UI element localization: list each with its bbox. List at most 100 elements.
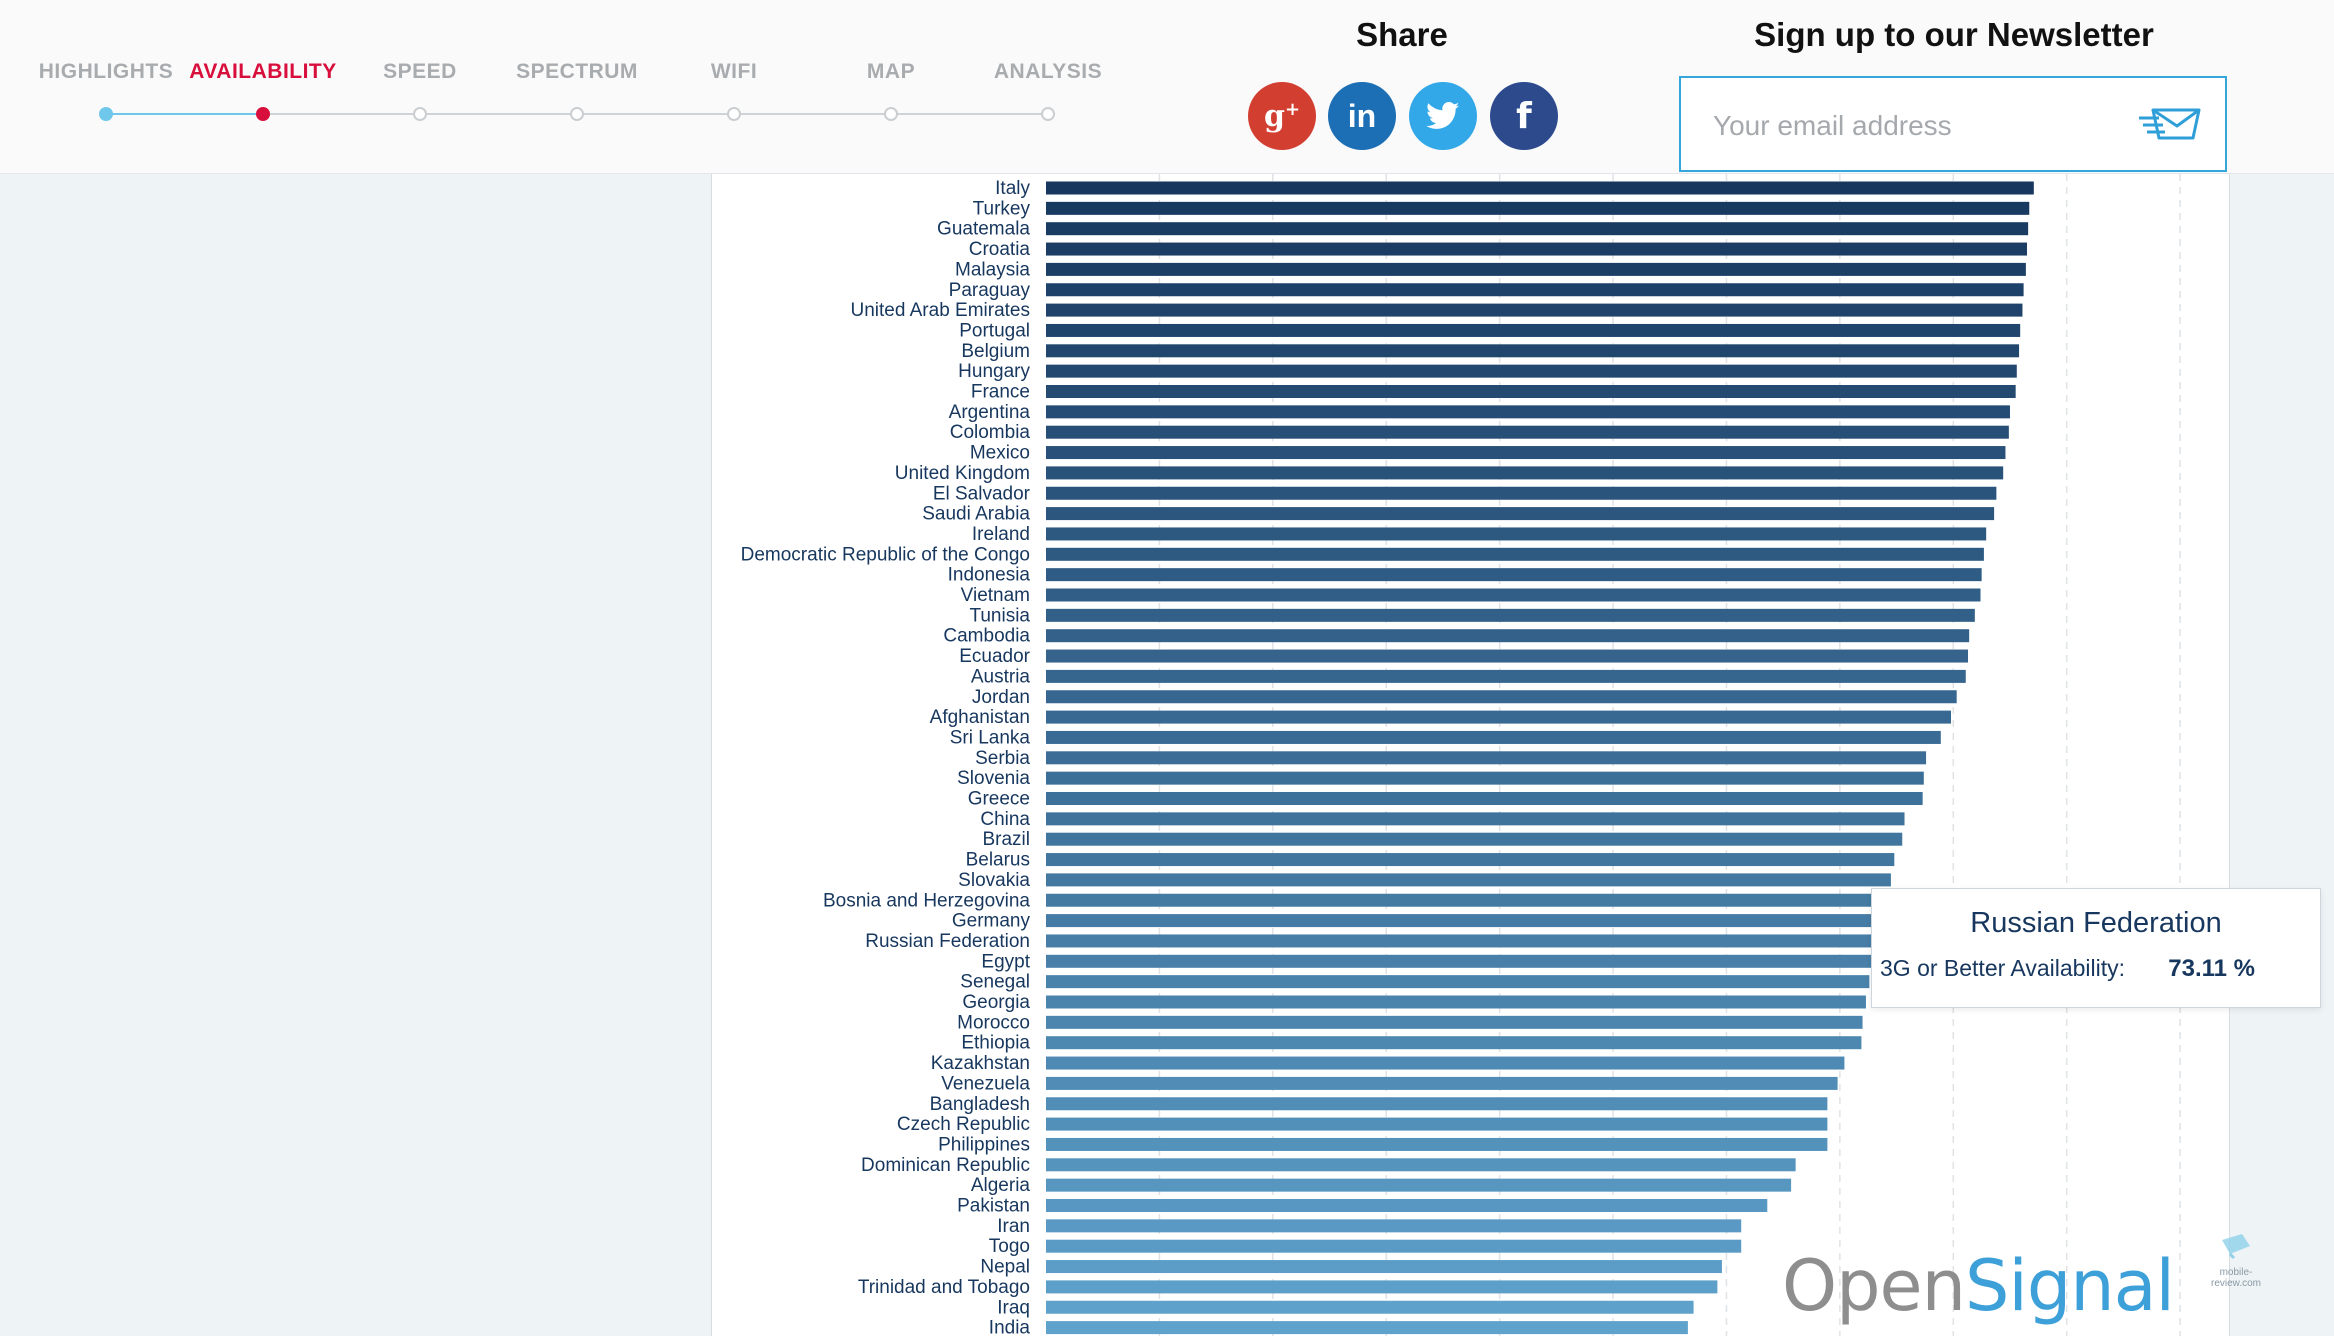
category-label: Senegal bbox=[960, 972, 1030, 993]
bar[interactable] bbox=[1046, 669, 1966, 683]
bar[interactable] bbox=[1046, 812, 1905, 826]
send-mail-icon[interactable] bbox=[2139, 106, 2203, 142]
bar[interactable] bbox=[1046, 466, 2004, 480]
bar[interactable] bbox=[1046, 242, 2027, 256]
bar[interactable] bbox=[1046, 201, 2030, 215]
bar[interactable] bbox=[1046, 1199, 1768, 1212]
category-label: Jordan bbox=[972, 687, 1030, 708]
category-label: Hungary bbox=[958, 361, 1030, 382]
email-input[interactable] bbox=[1711, 100, 2135, 152]
nav-dot-map[interactable] bbox=[884, 107, 898, 121]
bar[interactable] bbox=[1046, 1178, 1792, 1192]
bar[interactable] bbox=[1046, 1036, 1862, 1050]
bar[interactable] bbox=[1046, 1015, 1863, 1029]
bar[interactable] bbox=[1046, 262, 2026, 276]
bar[interactable] bbox=[1046, 608, 1975, 622]
category-label: Tunisia bbox=[969, 605, 1030, 626]
bar[interactable] bbox=[1046, 222, 2029, 236]
category-label: Russian Federation bbox=[865, 931, 1030, 952]
bar[interactable] bbox=[1046, 1158, 1796, 1172]
bar[interactable] bbox=[1046, 527, 1987, 541]
facebook-share-button[interactable]: f bbox=[1490, 82, 1558, 150]
bar[interactable] bbox=[1046, 629, 1970, 643]
bar[interactable] bbox=[1046, 1056, 1845, 1070]
nav-tab-analysis[interactable]: ANALYSIS bbox=[993, 60, 1103, 83]
bar[interactable] bbox=[1046, 914, 1877, 928]
linkedin-share-button[interactable]: in bbox=[1328, 82, 1396, 150]
nav-dot-speed[interactable] bbox=[413, 107, 427, 121]
bar[interactable] bbox=[1046, 1117, 1828, 1131]
bar[interactable] bbox=[1046, 710, 1952, 724]
nav-dot-highlights[interactable] bbox=[99, 107, 113, 121]
bar[interactable] bbox=[1046, 303, 2023, 317]
bar[interactable] bbox=[1046, 507, 1995, 521]
watermark: mobile-review.com bbox=[2196, 1230, 2276, 1289]
bar[interactable] bbox=[1046, 751, 1927, 765]
nav-dot-spectrum[interactable] bbox=[570, 107, 584, 121]
bar[interactable] bbox=[1046, 283, 2024, 297]
bar[interactable] bbox=[1046, 954, 1872, 968]
bar[interactable] bbox=[1046, 588, 1981, 602]
bar[interactable] bbox=[1046, 1239, 1742, 1253]
bar[interactable] bbox=[1046, 1076, 1838, 1090]
category-label: Cambodia bbox=[943, 626, 1030, 647]
bar[interactable] bbox=[1046, 486, 1997, 500]
bar[interactable] bbox=[1046, 425, 2009, 439]
category-label: Sri Lanka bbox=[950, 727, 1031, 748]
bar[interactable] bbox=[1046, 405, 2010, 419]
nav-dot-wifi[interactable] bbox=[727, 107, 741, 121]
bar[interactable] bbox=[1046, 792, 1923, 805]
category-label: Serbia bbox=[975, 748, 1030, 769]
nav-tab-spectrum[interactable]: SPECTRUM bbox=[516, 60, 638, 83]
category-label: Colombia bbox=[950, 422, 1031, 443]
nav-dot-analysis[interactable] bbox=[1041, 107, 1055, 121]
bar[interactable] bbox=[1046, 730, 1941, 744]
bar[interactable] bbox=[1046, 181, 2034, 195]
bar[interactable] bbox=[1046, 547, 1984, 561]
bar[interactable] bbox=[1046, 1300, 1694, 1314]
nav-tab-wifi[interactable]: WIFI bbox=[710, 60, 758, 83]
nav-tab-availability[interactable]: AVAILABILITY bbox=[189, 60, 337, 83]
bar[interactable] bbox=[1046, 649, 1969, 663]
bar[interactable] bbox=[1046, 832, 1903, 846]
category-label: Kazakhstan bbox=[931, 1053, 1030, 1074]
category-label: Philippines bbox=[938, 1134, 1030, 1155]
category-label: Trinidad and Tobago bbox=[858, 1277, 1030, 1298]
category-label: Greece bbox=[968, 789, 1030, 810]
bar[interactable] bbox=[1046, 1097, 1828, 1111]
category-label: Malaysia bbox=[955, 259, 1030, 280]
category-label: Afghanistan bbox=[930, 707, 1030, 728]
bar[interactable] bbox=[1046, 1260, 1722, 1274]
nav-tab-speed[interactable]: SPEED bbox=[383, 60, 457, 83]
category-label: Morocco bbox=[957, 1012, 1030, 1033]
bar[interactable] bbox=[1046, 873, 1891, 887]
bar[interactable] bbox=[1046, 934, 1876, 948]
bar[interactable] bbox=[1046, 690, 1957, 704]
category-label: United Arab Emirates bbox=[850, 300, 1030, 321]
nav-dot-availability[interactable] bbox=[256, 107, 270, 121]
bar[interactable] bbox=[1046, 446, 2006, 460]
twitter-share-button[interactable] bbox=[1409, 82, 1477, 150]
bar[interactable] bbox=[1046, 771, 1924, 785]
tooltip-country: Russian Federation bbox=[1970, 907, 2222, 939]
nav-tab-highlights[interactable]: HIGHLIGHTS bbox=[38, 60, 174, 83]
bar[interactable] bbox=[1046, 1321, 1688, 1335]
bar[interactable] bbox=[1046, 323, 2021, 337]
bar[interactable] bbox=[1046, 975, 1870, 989]
bar[interactable] bbox=[1046, 1137, 1828, 1151]
bar[interactable] bbox=[1046, 1280, 1718, 1294]
google-plus-share-button[interactable]: g+ bbox=[1248, 82, 1316, 150]
category-label: Mexico bbox=[970, 443, 1030, 464]
bar[interactable] bbox=[1046, 568, 1982, 582]
category-label: Egypt bbox=[981, 951, 1030, 972]
bar[interactable] bbox=[1046, 385, 2016, 398]
bar[interactable] bbox=[1046, 344, 2020, 358]
twitter-icon bbox=[1426, 102, 1460, 129]
bar[interactable] bbox=[1046, 1219, 1742, 1233]
category-label: Croatia bbox=[969, 239, 1031, 260]
nav-tab-map[interactable]: MAP bbox=[866, 60, 916, 83]
bar[interactable] bbox=[1046, 364, 2017, 378]
bar[interactable] bbox=[1046, 893, 1877, 907]
bar[interactable] bbox=[1046, 853, 1895, 867]
bar[interactable] bbox=[1046, 995, 1866, 1009]
